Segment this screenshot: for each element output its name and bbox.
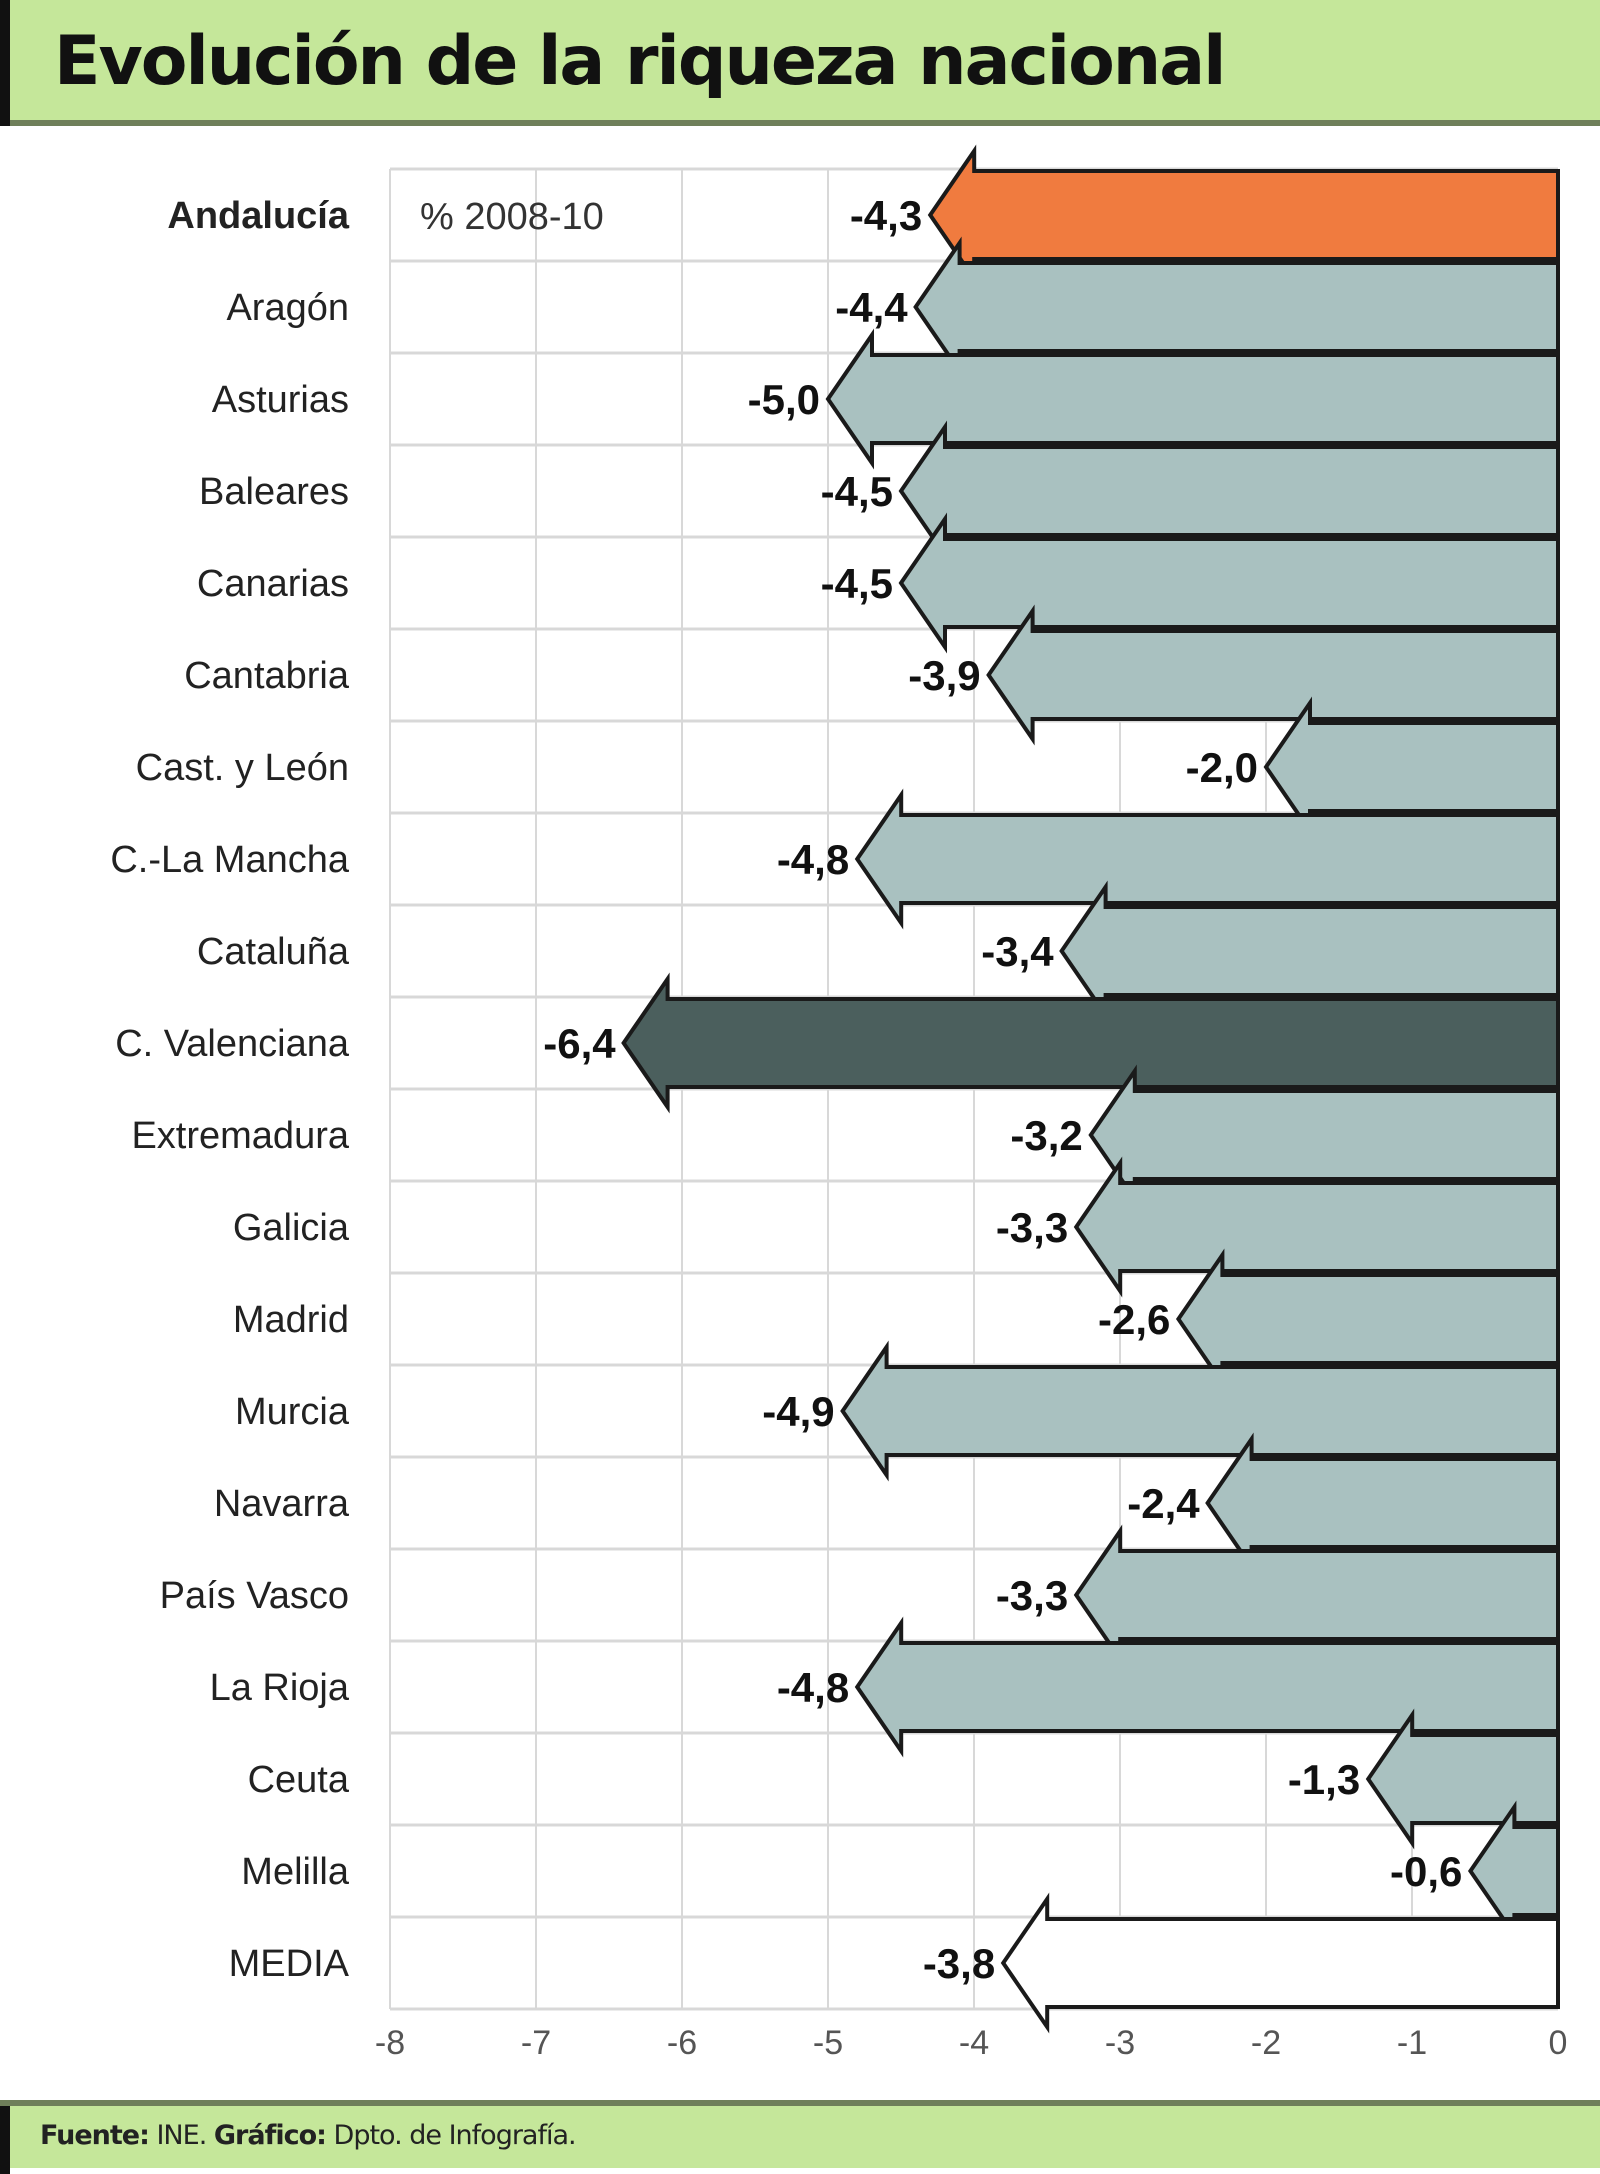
value-label: -4,8 <box>777 836 849 883</box>
category-label: Navarra <box>214 1483 350 1525</box>
value-label: -3,8 <box>923 1940 995 1987</box>
category-label: Aragón <box>226 287 349 329</box>
value-label: -5,0 <box>748 376 820 423</box>
x-tick-label: -6 <box>667 2024 697 2062</box>
source-label: Fuente: <box>40 2120 150 2151</box>
x-tick-label: -3 <box>1105 2024 1135 2062</box>
value-label: -1,3 <box>1288 1756 1360 1803</box>
bar-cantabria <box>986 604 1560 746</box>
bar-melilla <box>1467 1800 1560 1942</box>
value-label: -3,4 <box>981 928 1054 975</box>
category-label: Cast. y León <box>136 747 349 789</box>
bar-asturias <box>825 328 1560 470</box>
title-band: Evolución de la riqueza nacional <box>0 0 1600 126</box>
bar-baleares <box>898 420 1560 562</box>
category-label: C.-La Mancha <box>110 839 350 881</box>
category-label: MEDIA <box>229 1943 350 1985</box>
bar-media <box>1000 1892 1560 2034</box>
source-value: INE. <box>156 2120 207 2151</box>
value-label: -2,6 <box>1098 1296 1170 1343</box>
footer-credits: Fuente: INE. Gráfico: Dpto. de Infografí… <box>40 2120 577 2151</box>
category-label: Cataluña <box>197 931 350 973</box>
category-label: Murcia <box>235 1391 350 1433</box>
footer-accent-bar <box>0 2106 10 2174</box>
bar-galicia <box>1073 1156 1560 1298</box>
chart-title: Evolución de la riqueza nacional <box>54 22 1226 101</box>
bar-ceuta <box>1365 1708 1560 1850</box>
category-label: Canarias <box>197 563 349 605</box>
category-label: Galicia <box>233 1207 350 1249</box>
x-tick-label: -1 <box>1397 2024 1427 2062</box>
footer-band: Fuente: INE. Gráfico: Dpto. de Infografí… <box>0 2100 1600 2174</box>
value-label: -3,3 <box>996 1204 1068 1251</box>
category-label: Andalucía <box>167 195 349 237</box>
x-tick-label: -2 <box>1251 2024 1281 2062</box>
category-label: C. Valenciana <box>115 1023 350 1065</box>
bar-canarias <box>898 512 1560 654</box>
value-label: -2,4 <box>1127 1480 1200 1527</box>
bar-c-la-mancha <box>854 788 1560 930</box>
bar-cast-y-le-n <box>1263 696 1560 838</box>
category-label: Melilla <box>241 1851 350 1893</box>
bar-chart: % 2008-10 Andalucía -4,3 Aragón -4,4 Asturias… <box>110 144 1568 2062</box>
value-label: -4,3 <box>850 192 922 239</box>
bar-arag-n <box>913 236 1560 378</box>
value-label: -4,8 <box>777 1664 849 1711</box>
bar-pa-s-vasco <box>1073 1524 1560 1666</box>
x-tick-label: -7 <box>521 2024 551 2062</box>
bar-la-rioja <box>854 1616 1560 1758</box>
x-tick-label: 0 <box>1549 2024 1568 2062</box>
x-tick-label: -5 <box>813 2024 843 2062</box>
value-label: -3,9 <box>908 652 980 699</box>
bar-c-valenciana <box>621 972 1560 1114</box>
graphic-value: Dpto. de Infografía. <box>333 2120 577 2151</box>
bar-andaluc-a <box>927 144 1560 286</box>
bar-murcia <box>840 1340 1560 1482</box>
x-tick-label: -8 <box>375 2024 405 2062</box>
bar-navarra <box>1205 1432 1560 1574</box>
value-label: -2,0 <box>1186 744 1258 791</box>
value-label: -3,3 <box>996 1572 1068 1619</box>
bar-madrid <box>1175 1248 1560 1390</box>
category-label: Asturias <box>212 379 349 421</box>
x-tick-label: -4 <box>959 2024 989 2062</box>
value-label: -4,4 <box>835 284 908 331</box>
bar-extremadura <box>1088 1064 1560 1206</box>
value-label: -0,6 <box>1390 1848 1462 1895</box>
value-label: -4,5 <box>821 468 893 515</box>
category-label: Extremadura <box>131 1115 349 1157</box>
value-label: -3,2 <box>1010 1112 1082 1159</box>
bar-catalu-a <box>1059 880 1560 1022</box>
category-label: La Rioja <box>210 1667 350 1709</box>
title-accent-bar <box>0 0 10 126</box>
unit-label: % 2008-10 <box>420 196 604 238</box>
value-label: -6,4 <box>543 1020 616 1067</box>
category-label: Madrid <box>233 1299 349 1341</box>
category-label: Ceuta <box>248 1759 350 1801</box>
graphic-label: Gráfico: <box>213 2120 327 2151</box>
category-label: Baleares <box>199 471 349 513</box>
value-label: -4,9 <box>762 1388 834 1435</box>
value-label: -4,5 <box>821 560 893 607</box>
category-label: Cantabria <box>184 655 350 697</box>
category-label: País Vasco <box>160 1575 349 1617</box>
